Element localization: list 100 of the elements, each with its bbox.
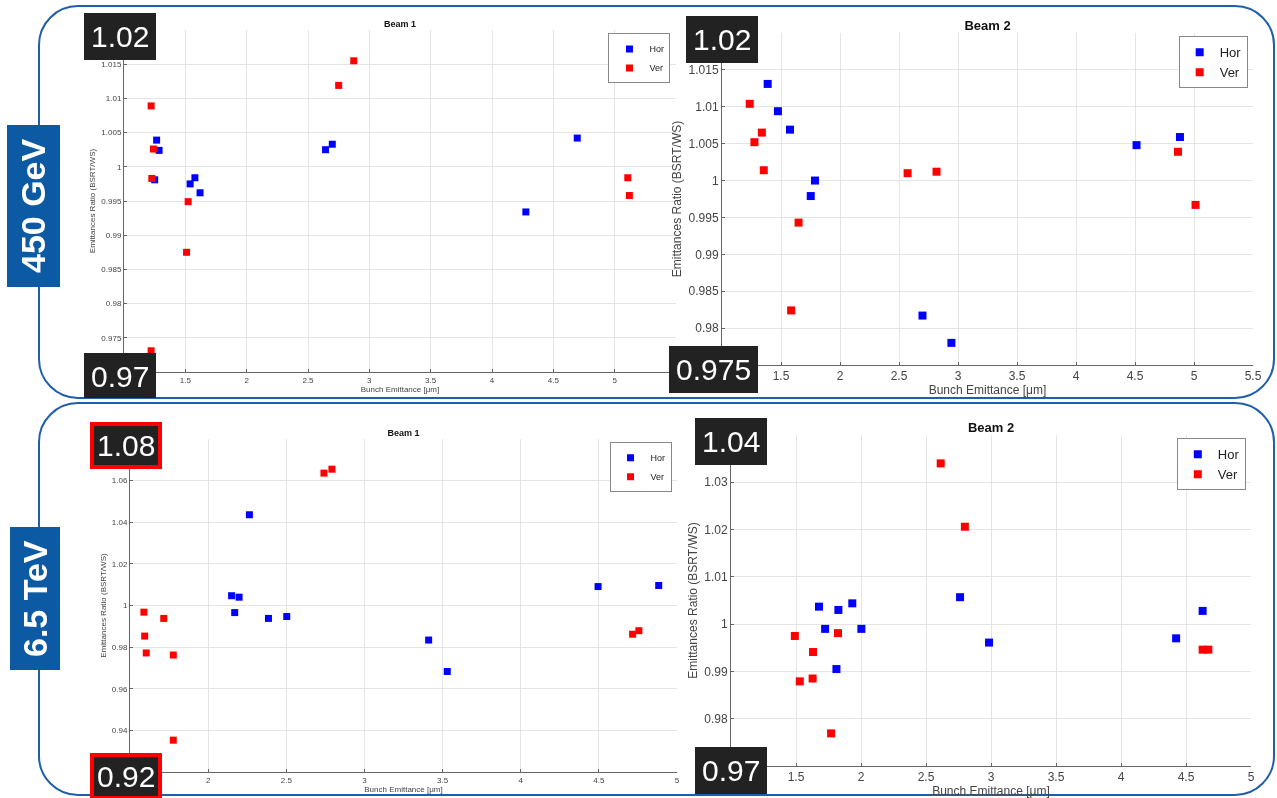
y-axis-title: Emittances Ratio (BSRT/WS) [88, 148, 98, 254]
point [1172, 634, 1181, 643]
x-tick-label: 5.5 [1244, 369, 1262, 384]
point [936, 459, 945, 468]
point [832, 665, 841, 674]
point [655, 582, 663, 590]
x-tick-label: 4.5 [1177, 770, 1195, 785]
point [857, 624, 866, 633]
point [956, 593, 965, 602]
point [848, 599, 857, 608]
x-tick-label: 2 [857, 770, 865, 785]
point [235, 593, 243, 601]
y-tick-label: 1.005 [688, 136, 719, 151]
y-tick-label: 0.995 [688, 210, 719, 225]
point [932, 167, 941, 176]
point [947, 338, 956, 347]
legend-label: Ver [1217, 467, 1238, 483]
x-tick-label: 4 [518, 775, 524, 785]
x-tick-label: 1.5 [787, 770, 805, 785]
y-tick-label: 1.01 [704, 570, 728, 585]
x-tick-label: 4.5 [1126, 369, 1144, 384]
x-axis-title: Bunch Emittance [μm] [360, 384, 440, 394]
point [827, 729, 836, 738]
legend-label: Hor [650, 453, 666, 464]
y-tick-label: 0.98 [695, 321, 719, 336]
point [795, 677, 804, 686]
legend-label: Hor [1217, 447, 1240, 463]
point [629, 630, 637, 638]
point [1191, 200, 1200, 209]
point [834, 605, 843, 614]
y-tick-label: 1.005 [101, 128, 122, 138]
x-tick-label: 4.5 [593, 775, 605, 785]
y-tick-label: 0.99 [704, 664, 728, 679]
y-tick-label: 0.995 [101, 196, 122, 206]
point [522, 208, 530, 216]
y-tick-label: 0.98 [111, 642, 128, 652]
point [184, 198, 192, 206]
y-tick-label: 1 [116, 162, 122, 172]
y-tick-label: 1 [122, 601, 128, 611]
y-tick-label: 1 [720, 617, 728, 632]
y-tick-label: 0.98 [704, 711, 728, 726]
point [142, 649, 150, 657]
legend-label: Ver [1219, 65, 1240, 81]
chart-title: Beam 2 [964, 18, 1011, 33]
point [1198, 606, 1207, 615]
chart-title: Beam 1 [383, 19, 417, 29]
point [1204, 645, 1213, 654]
point [328, 140, 336, 148]
y-tick-label: 1.015 [101, 60, 122, 69]
x-tick-label: 5 [1190, 369, 1198, 384]
point [322, 146, 330, 154]
point [443, 667, 451, 675]
text: 450 GeV [7, 125, 60, 287]
point [808, 674, 817, 683]
point [141, 632, 149, 640]
point [763, 79, 772, 88]
point [806, 192, 815, 201]
text: 6.5 TeV [10, 527, 60, 670]
point [821, 624, 830, 633]
legend-label: Hor [649, 44, 664, 55]
x-tick-label: 2 [836, 369, 844, 384]
y-tick-label: 1.03 [704, 475, 728, 490]
point [594, 583, 602, 591]
point [625, 192, 633, 200]
point [169, 651, 177, 659]
point [149, 145, 157, 153]
point [228, 592, 236, 600]
point [809, 648, 818, 657]
point [573, 134, 581, 142]
x-tick-label: 5 [1247, 770, 1255, 785]
x-tick-label: 2.5 [302, 375, 315, 385]
x-tick-label: 3.5 [1008, 369, 1026, 384]
y-tick-label: 0.99 [105, 231, 122, 240]
annotation: 0.97 [702, 754, 761, 787]
x-tick-label: 3 [367, 375, 373, 385]
point [960, 522, 969, 531]
point [140, 608, 148, 616]
y-axis-title: Emittances Ratio (BSRT/WS) [685, 522, 700, 679]
y-tick-label: 0.96 [111, 684, 128, 694]
x-tick-label: 3.5 [1047, 770, 1065, 785]
x-tick-label: 3 [954, 369, 962, 384]
x-tick-label: 5 [612, 375, 618, 385]
annotation: 0.97 [91, 360, 150, 393]
x-axis-title: Bunch Emittance [μm] [928, 383, 1047, 398]
point [335, 81, 343, 89]
annotation: 0.92 [97, 760, 156, 793]
point [750, 138, 759, 147]
x-tick-label: 3.5 [425, 375, 437, 385]
point [1175, 133, 1184, 142]
y-tick-label: 1.01 [695, 99, 719, 114]
point [231, 609, 239, 617]
x-tick-label: 3 [987, 770, 995, 785]
y-tick-label: 1.015 [688, 63, 719, 78]
point [328, 465, 336, 473]
y-tick-label: 1.06 [111, 476, 128, 486]
point [1132, 141, 1141, 150]
x-tick-label: 1.5 [772, 369, 790, 384]
y-tick-label: 1.02 [111, 559, 128, 569]
point [985, 638, 994, 647]
point [196, 189, 204, 197]
